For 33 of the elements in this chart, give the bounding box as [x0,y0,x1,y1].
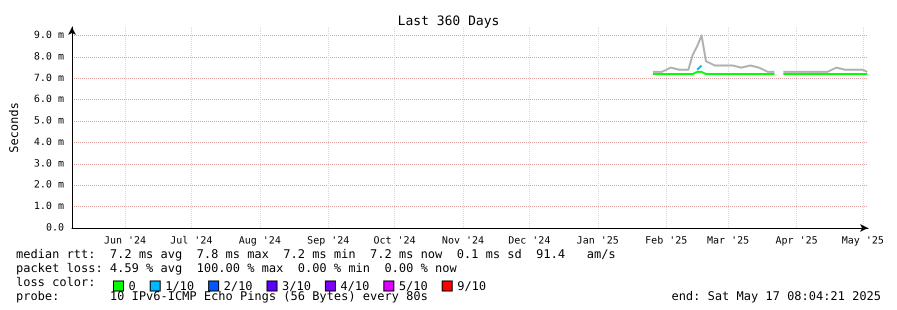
legend-label: 4/10 [340,279,370,293]
legend-label: 3/10 [282,279,311,293]
chart-title: Last 360 Days [398,14,500,29]
y-tick-label: 2.0 m [34,180,64,191]
x-tick-label: Aug '24 [238,236,281,246]
y-axis-title: Seconds [7,102,21,153]
text: packet loss: 4.59 % avg 100.00 % max 0.00 % min 0.00 % now [16,261,458,275]
x-tick-label: Mar '25 [707,236,750,246]
y-tick-label: 7.0 m [34,72,64,84]
text: end: Sat May 17 08:04:21 2025 [671,289,881,303]
y-tick-label: 9.0 m [34,30,64,42]
x-tick-label: Jul '24 [170,236,212,246]
legend-label: 5/10 [398,279,428,293]
x-tick-label: Feb '25 [645,236,688,246]
legend-label: 2/10 [224,279,253,293]
x-tick-label: May '25 [842,236,884,246]
x-tick-label: Oct '24 [373,236,416,246]
legend-label: 9/10 [457,279,486,293]
y-tick-label: 6.0 m [34,94,64,106]
legend-title: loss color: [16,275,96,289]
x-tick-label: Jun '24 [104,236,146,246]
y-tick-label: 4.0 m [34,136,64,148]
x-tick-label: Apr '25 [775,236,818,246]
x-tick-label: Sep '24 [307,236,350,246]
x-tick-label: Nov '24 [442,236,484,246]
y-tick-label: 3.0 m [34,158,64,170]
x-tick-label: Dec '24 [508,236,550,246]
text: median rtt: 7.2 ms avg 7.8 ms max 7.2 ms min 7.2 ms now 0.1 ms sd 91.4 am/s [16,247,616,261]
x-tick-label: Jan '25 [576,236,619,246]
y-tick-label: 1.0 m [34,201,64,212]
y-tick-label: 5.0 m [34,116,64,127]
y-tick-label: 0.0 [46,222,64,234]
y-tick-label: 8.0 m [34,51,64,62]
